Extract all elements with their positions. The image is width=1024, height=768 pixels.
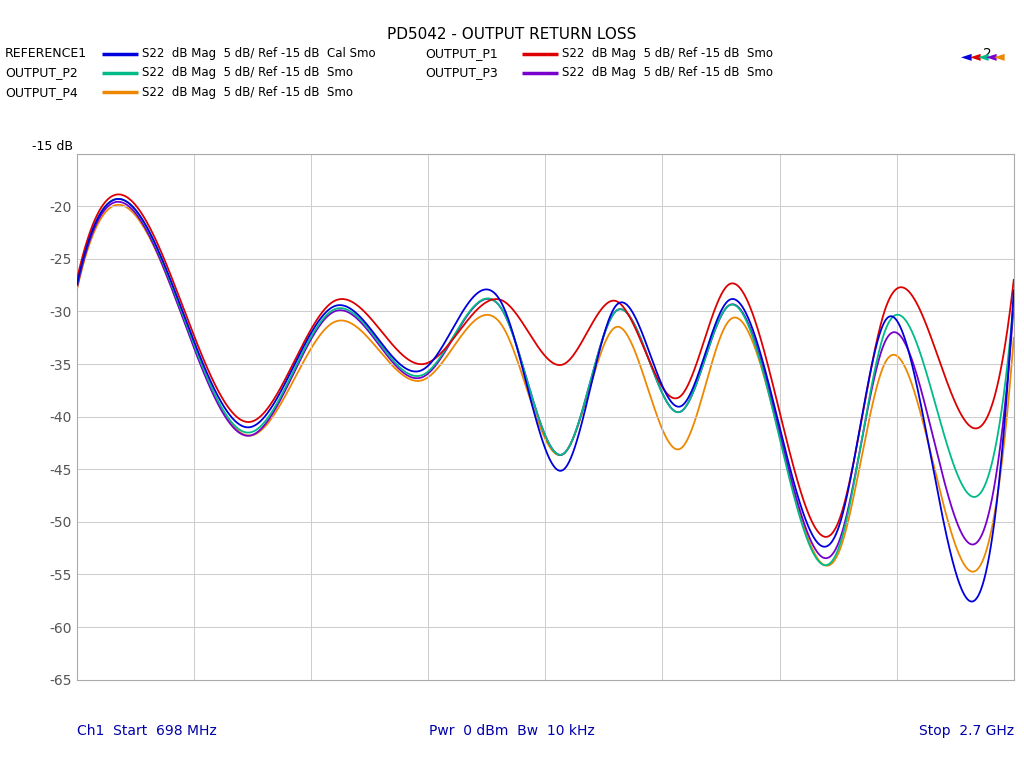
Text: ◄: ◄	[978, 49, 988, 63]
Text: Ch1  Start  698 MHz: Ch1 Start 698 MHz	[77, 724, 216, 738]
Text: OUTPUT_P3: OUTPUT_P3	[425, 67, 498, 79]
Text: PD5042 - OUTPUT RETURN LOSS: PD5042 - OUTPUT RETURN LOSS	[387, 27, 637, 42]
Text: Pwr  0 dBm  Bw  10 kHz: Pwr 0 dBm Bw 10 kHz	[429, 724, 595, 738]
Text: ◄: ◄	[986, 49, 996, 63]
Text: ◄: ◄	[962, 49, 972, 63]
Text: 2: 2	[983, 47, 992, 61]
Text: REFERENCE1: REFERENCE1	[5, 48, 87, 60]
Text: S22  dB Mag  5 dB/ Ref -15 dB  Smo: S22 dB Mag 5 dB/ Ref -15 dB Smo	[562, 67, 773, 79]
Text: OUTPUT_P2: OUTPUT_P2	[5, 67, 78, 79]
Text: Stop  2.7 GHz: Stop 2.7 GHz	[919, 724, 1014, 738]
Text: OUTPUT_P1: OUTPUT_P1	[425, 48, 498, 60]
Text: S22  dB Mag  5 dB/ Ref -15 dB  Smo: S22 dB Mag 5 dB/ Ref -15 dB Smo	[142, 67, 353, 79]
Text: -15 dB: -15 dB	[32, 140, 73, 153]
Text: S22  dB Mag  5 dB/ Ref -15 dB  Smo: S22 dB Mag 5 dB/ Ref -15 dB Smo	[142, 86, 353, 98]
Text: OUTPUT_P4: OUTPUT_P4	[5, 86, 78, 98]
Text: ◄: ◄	[970, 49, 980, 63]
Text: S22  dB Mag  5 dB/ Ref -15 dB  Cal Smo: S22 dB Mag 5 dB/ Ref -15 dB Cal Smo	[142, 48, 376, 60]
Text: ◄: ◄	[994, 49, 1005, 63]
Text: S22  dB Mag  5 dB/ Ref -15 dB  Smo: S22 dB Mag 5 dB/ Ref -15 dB Smo	[562, 48, 773, 60]
